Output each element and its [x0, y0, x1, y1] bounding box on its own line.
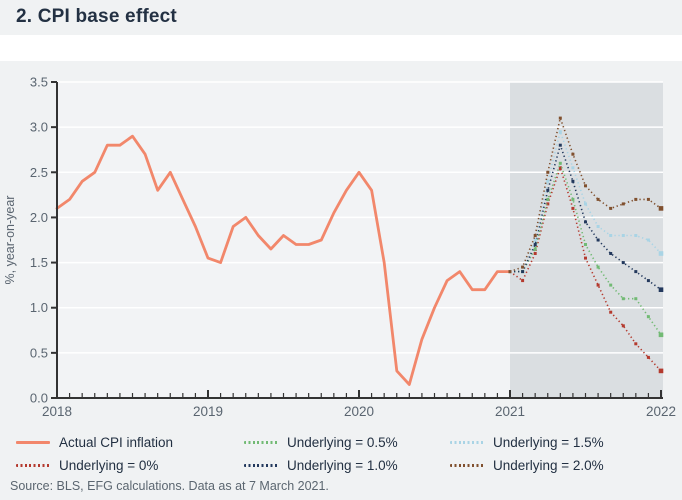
- dotted-line-swatch-icon: [244, 441, 278, 444]
- legend-label: Underlying = 1.0%: [287, 458, 398, 473]
- legend-item-underlying-0.5-: Underlying = 0.5%: [244, 431, 450, 454]
- y-tick-label: 0.0: [30, 391, 48, 406]
- legend-column: Actual CPI inflation Underlying = 0%: [16, 431, 244, 477]
- legend: Actual CPI inflation Underlying = 0% Under…: [16, 431, 666, 477]
- series-actual-cpi-inflation: [55, 134, 512, 386]
- legend-item-underlying-1.0-: Underlying = 1.0%: [244, 454, 450, 477]
- y-tick-label: 2.5: [30, 165, 48, 180]
- dotted-line-swatch-icon: [450, 464, 484, 467]
- source-note: Source: BLS, EFG calculations. Data as a…: [10, 479, 329, 493]
- page-title: 2. CPI base effect: [16, 6, 177, 27]
- legend-item-actual-cpi-inflation: Actual CPI inflation: [16, 431, 244, 454]
- x-tick-label: 2018: [42, 404, 72, 419]
- legend-label: Actual CPI inflation: [59, 435, 174, 450]
- x-tick-label: 2021: [495, 404, 525, 419]
- dotted-line-swatch-icon: [16, 464, 50, 467]
- dotted-line-swatch-icon: [244, 464, 278, 467]
- forecast-region: [510, 82, 663, 398]
- y-tick-label: 1.0: [30, 300, 48, 315]
- x-tick-label: 2019: [193, 404, 223, 419]
- dotted-line-swatch-icon: [450, 441, 484, 444]
- solid-line-swatch-icon: [16, 441, 50, 444]
- y-tick-label: 0.5: [30, 345, 48, 360]
- y-axis-title: %, year-on-year: [3, 196, 17, 285]
- legend-label: Underlying = 0%: [59, 458, 159, 473]
- y-tick-label: 3.0: [30, 120, 48, 135]
- series-underlying-2-0: [508, 116, 664, 274]
- x-tick-label: 2020: [344, 404, 374, 419]
- legend-label: Underlying = 1.5%: [493, 435, 604, 450]
- legend-column: Underlying = 1.5% Underlying = 2.0%: [450, 431, 604, 477]
- legend-item-underlying-2.0-: Underlying = 2.0%: [450, 454, 604, 477]
- legend-item-underlying-0-: Underlying = 0%: [16, 454, 244, 477]
- legend-column: Underlying = 0.5% Underlying = 1.0%: [244, 431, 450, 477]
- header-divider-band: [0, 35, 682, 61]
- y-tick-label: 2.0: [30, 210, 48, 225]
- y-tick-label: 3.5: [30, 75, 48, 90]
- gridlines: [57, 81, 663, 354]
- legend-item-underlying-1.5-: Underlying = 1.5%: [450, 431, 604, 454]
- legend-label: Underlying = 0.5%: [287, 435, 398, 450]
- series-underlying-1-5: [508, 130, 664, 274]
- x-tick-label: 2022: [646, 404, 676, 419]
- y-tick-label: 1.5: [30, 255, 48, 270]
- series-underlying-1-0: [508, 143, 664, 292]
- legend-label: Underlying = 2.0%: [493, 458, 604, 473]
- axes: 0.0 0.5 1.0 1.5 2.0 2.5 3.0 3.5 2018 2019 2020 2021…: [30, 75, 676, 420]
